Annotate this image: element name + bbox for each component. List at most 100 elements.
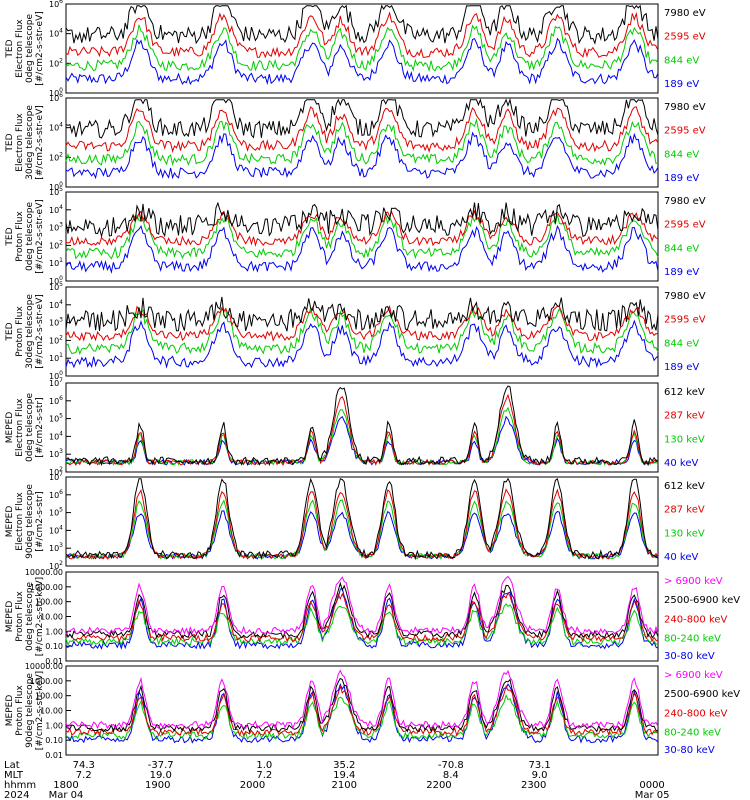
series-trace (65, 118, 659, 167)
legend-entry: 2595 eV (664, 220, 706, 231)
legend-entry: 189 eV (664, 362, 699, 373)
legend-entry: 80-240 keV (664, 727, 721, 738)
y-tick-label: 106 (49, 0, 63, 9)
y-tick-label: 0.01 (45, 751, 63, 760)
panel-3: 100 101 102 103 104 105 TEDProton Flux0deg tel… (5, 186, 706, 286)
row-label-hhmm: hhmm (4, 780, 36, 791)
y-tick-label: 102 (49, 334, 63, 345)
mlt-value: 7.2 (256, 770, 272, 781)
legend-entry: 844 eV (664, 149, 699, 160)
series-trace (65, 210, 659, 247)
y-axis-label: TEDProton Flux0deg telescope[#/cm2-s-str… (5, 199, 45, 274)
lat-value: -37.7 (148, 760, 174, 771)
legend-entry: 844 eV (664, 55, 699, 66)
legend-entry: 287 keV (664, 411, 705, 422)
mlt-value: 19.4 (333, 770, 355, 781)
y-tick-label: 100 (49, 87, 63, 98)
panel-8: 10000.00 1000.00 100.00 10.00 1.00 0.10 0.01ME… (5, 662, 740, 760)
legend-entry: 844 eV (664, 338, 699, 349)
y-tick-label: 104 (49, 28, 63, 39)
lat-value: 74.3 (73, 760, 95, 771)
panel-frame (65, 571, 659, 662)
series-trace (65, 4, 659, 45)
series-trace (65, 37, 659, 86)
series-trace (65, 24, 659, 73)
series-trace (65, 319, 659, 369)
y-tick-label: 104 (49, 430, 63, 441)
series-trace (65, 693, 659, 741)
series-trace (65, 477, 659, 561)
y-tick-label: 100.00 (35, 692, 63, 701)
y-axis-label: TEDProton Flux30deg telescope[#/cm2-s-st… (5, 294, 45, 369)
y-tick-label: 102 (49, 151, 63, 162)
y-tick-label: 101 (49, 257, 63, 268)
y-tick-label: 105 (49, 413, 63, 424)
panel-5: 102 103 104 105 106 107 MEPEDElectron Flux0deg… (5, 377, 705, 477)
hhmm-value: 2300 (521, 780, 546, 791)
y-tick-label: 104 (49, 204, 63, 215)
series-trace (65, 201, 659, 239)
lat-value: 73.1 (528, 760, 550, 771)
series-trace (65, 106, 659, 153)
y-tick-label: 10000.00 (25, 568, 63, 577)
panel-7: 10000.00 1000.00 100.00 10.00 1.00 0.10 0.01ME… (5, 568, 740, 666)
legend-entry: 612 keV (664, 481, 705, 492)
y-tick-label: 100 (49, 275, 63, 286)
legend-entry: 612 keV (664, 387, 705, 398)
panel-2: 100 102 104 106 TEDElectron Flux30deg telesc… (5, 92, 706, 192)
panel-frame (65, 3, 659, 94)
legend-entry: 130 keV (664, 528, 705, 539)
mlt-value: 9.0 (532, 770, 548, 781)
panel-frame (65, 476, 659, 567)
legend-entry: 30-80 keV (664, 651, 715, 662)
series-trace (65, 587, 659, 650)
y-tick-label: 107 (49, 377, 63, 388)
y-tick-label: 10000.00 (25, 662, 63, 671)
hhmm-value: 2000 (240, 780, 265, 791)
series-trace (65, 669, 659, 730)
legend-entry: 7980 eV (664, 8, 706, 19)
row-label-year: 2024 (4, 790, 29, 800)
y-tick-label: 1.00 (45, 721, 63, 730)
y-tick-label: 105 (49, 507, 63, 518)
x-axis-footer: Lat MLT hhmm 2024 74.3 -37.7 1.0 35.2 -70.8 7… (4, 760, 669, 800)
y-tick-label: 104 (49, 524, 63, 535)
hhmm-value: 1900 (145, 780, 170, 791)
panel-frame (65, 382, 659, 473)
y-tick-label: 102 (49, 57, 63, 68)
series-trace (65, 575, 659, 636)
lat-value: -70.8 (438, 760, 464, 771)
series-trace (65, 131, 659, 180)
mlt-value: 8.4 (443, 770, 459, 781)
y-tick-label: 1000.00 (30, 677, 63, 686)
date-start: Mar 04 (49, 790, 84, 800)
legend-entry: 2500-6900 keV (664, 689, 740, 700)
lat-value: 1.0 (256, 760, 272, 771)
y-axis-label: MEPEDProton Flux90deg telescope[#/cm2-s-… (5, 671, 45, 750)
y-tick-label: 0.10 (45, 642, 63, 651)
hhmm-value: 2200 (426, 780, 451, 791)
hhmm-value: 2100 (332, 780, 357, 791)
row-label-mlt: MLT (4, 770, 24, 781)
y-tick-label: 106 (49, 92, 63, 103)
y-tick-label: 105 (49, 281, 63, 292)
legend-entry: 40 keV (664, 458, 698, 469)
legend-entry: > 6900 keV (664, 576, 723, 587)
legend-entry: 2595 eV (664, 315, 706, 326)
panel-4: 100 101 102 103 104 105 TEDProton Flux30deg te… (5, 281, 706, 381)
legend-entry: 7980 eV (664, 291, 706, 302)
legend-entry: 2595 eV (664, 32, 706, 43)
y-tick-label: 0.01 (45, 657, 63, 666)
legend-entry: 844 eV (664, 243, 699, 254)
y-axis-label: MEPEDElectron Flux0deg telescope[#/cm2-s… (5, 393, 45, 463)
mlt-value: 19.0 (150, 770, 172, 781)
legend-entry: 40 keV (664, 552, 698, 563)
series-trace (65, 385, 659, 467)
series-trace (65, 11, 659, 59)
y-tick-label: 102 (49, 560, 63, 571)
y-axis-label: MEPEDProton Flux0deg telescope[#/cm2-s-s… (5, 577, 45, 656)
y-tick-label: 106 (49, 395, 63, 406)
y-tick-label: 103 (49, 542, 63, 553)
y-tick-label: 10.00 (40, 707, 63, 716)
